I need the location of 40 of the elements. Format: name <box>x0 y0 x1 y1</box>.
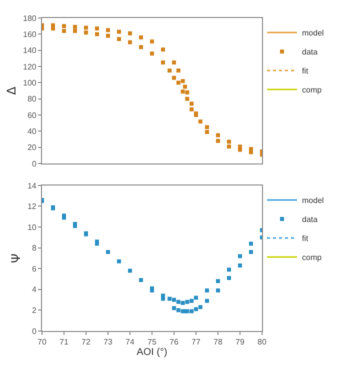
y-tick-label: 160 <box>23 30 37 39</box>
y-tick-label: 2 <box>32 306 37 316</box>
x-tick-label: 73 <box>104 338 113 347</box>
y-tick-label: 10 <box>27 222 37 232</box>
y-tick-label: 6 <box>32 264 37 274</box>
y-tick-label: 4 <box>32 285 37 294</box>
y-axis-title: Δ <box>4 86 18 95</box>
x-tick-label: 71 <box>60 338 69 347</box>
legend-label: data <box>302 48 318 57</box>
legend-label: fit <box>302 234 309 244</box>
legend-label: data <box>302 215 318 224</box>
y-axis-title: Ψ <box>8 254 23 263</box>
y-tick-label: 0 <box>32 159 37 168</box>
legend-label: comp <box>302 86 322 95</box>
legend-label: fit <box>302 66 309 76</box>
y-tick-label: 120 <box>23 62 37 72</box>
y-tick-label: 12 <box>27 202 37 212</box>
y-tick-label: 8 <box>32 244 37 253</box>
x-tick-label: 78 <box>214 338 223 347</box>
x-tick-label: 74 <box>126 338 135 347</box>
y-tick-label: 180 <box>23 14 37 23</box>
y-tick-label: 100 <box>23 78 37 88</box>
y-tick-label: 140 <box>23 46 37 56</box>
x-tick-label: 76 <box>170 338 179 347</box>
x-tick-label: 80 <box>258 338 267 347</box>
x-tick-label: 79 <box>236 338 245 347</box>
x-tick-label: 72 <box>82 338 91 347</box>
legend-label: comp <box>302 253 322 262</box>
y-tick-label: 60 <box>27 110 37 120</box>
y-tick-label: 40 <box>27 127 37 136</box>
y-tick-label: 14 <box>27 181 37 190</box>
legend-label: model <box>302 28 324 38</box>
y-tick-label: 20 <box>27 143 37 152</box>
y-tick-label: 80 <box>27 94 37 104</box>
x-tick-label: 77 <box>192 338 201 347</box>
legend-label: model <box>302 196 324 206</box>
y-tick-label: 0 <box>32 326 37 336</box>
x-tick-label: 70 <box>38 338 47 347</box>
x-axis-title: AOI (°) <box>136 347 168 358</box>
x-tick-label: 75 <box>148 338 157 347</box>
